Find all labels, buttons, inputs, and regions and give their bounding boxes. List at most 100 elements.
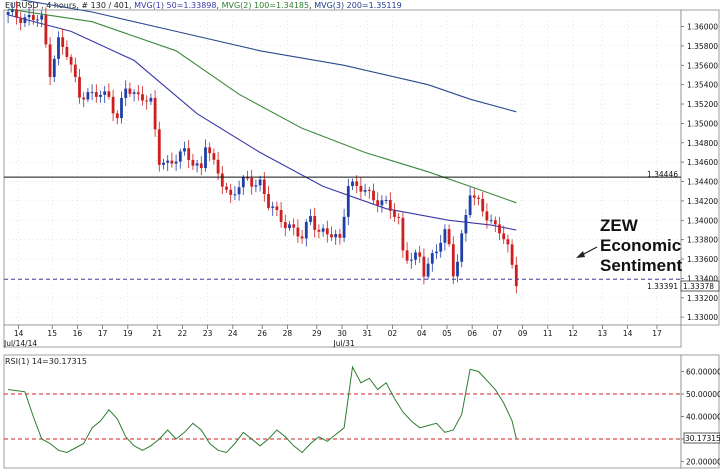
candle-body [468,195,472,215]
candle-body [493,220,497,225]
price-tick-label: 1.33600 [687,255,718,264]
candle-body [107,91,111,97]
arrow-head-icon [576,251,585,258]
candle-body [99,94,102,97]
candle-body [174,161,178,164]
candle-body [40,15,44,20]
candle-body [166,160,170,163]
candle-body [78,77,81,98]
candle-body [250,177,254,187]
candle-body [309,216,312,222]
candle-body [477,197,480,199]
candle-body [472,195,476,198]
rsi-line-group [8,365,517,454]
date-tick-label: 23 [203,329,213,338]
bid-tag: 1.33391 [647,282,678,291]
title-part-0: EURUSD , 4 hours, # 130 / 401, [5,1,134,10]
candle-body [19,17,23,24]
date-tick-label: 14 [14,329,24,338]
candle-body [94,92,98,97]
price-tick-label: 1.33000 [687,313,718,322]
candle-body [498,224,501,234]
candle-body [502,233,506,240]
candle-body [115,113,119,119]
candle-body [145,100,149,102]
ma-line-1 [7,14,517,231]
price-tick-label: 1.33400 [687,274,718,283]
candle-body [275,206,279,211]
date-tick-label: 26 [257,329,267,338]
price-tick-label: 1.35800 [687,42,718,51]
candle-body [52,58,56,77]
candle-body [510,244,514,265]
candle-body [57,37,60,59]
date-tick-label: 29 [312,329,322,338]
annotation-line-3: Sentiment [600,256,683,275]
candle-body [464,214,468,234]
candle-body [363,189,367,192]
candle-body [384,199,388,201]
candle-body [220,173,224,187]
date-tick-label: 24 [228,329,238,338]
date-axis-labels: 14 15 16 17 19 21 22 23 24 26 28 29 30 31 02 04 05 06 07 09… [3,325,662,348]
candle-body [405,250,409,261]
chart-title: EURUSD , 4 hours, # 130 / 401, MVG(1) 50… [5,1,402,10]
date-tick-label: 09 [518,329,528,338]
candle-body [283,222,287,229]
date-tick-label: 22 [178,329,188,338]
candle-body [313,216,317,230]
date-tick-label: 31 [362,329,372,338]
candle-body [195,163,199,166]
candle-body [73,64,77,78]
candle-body [241,177,245,188]
candle-body [355,181,359,186]
date-tick-label: 04 [417,329,427,338]
rsi-current-tag: 30.17315 [683,432,720,444]
date-tick-label: 17 [98,329,108,338]
candle-body [61,37,65,47]
rsi-axis [680,354,720,469]
candle-body [430,253,434,264]
candle-body [409,259,413,261]
candle-body [153,97,157,130]
candle-body [86,92,90,100]
candle-body [279,210,283,223]
candle-body [258,179,262,186]
rsi-panel [3,354,682,469]
candle-body [397,216,401,218]
horizontal-lines [4,176,681,280]
rsi-tick-label: 60.000000 [686,368,720,377]
candle-body [485,211,489,221]
candle-body [31,14,35,20]
candle-body [359,185,363,192]
zew-annotation: ZEW Economic Sentiment [576,216,683,275]
candle-body [149,97,153,102]
ma-line-3 [19,0,517,113]
candle-body [170,160,174,164]
candle-body [191,159,195,166]
date-tick-label: 06 [467,329,477,338]
price-tick-label: 1.34400 [687,178,718,187]
price-tick-label: 1.33800 [687,236,718,245]
candle-body [65,46,69,57]
candle-body [443,229,447,243]
date-tick-label: 16 [73,329,83,338]
candle-body [489,220,493,222]
date-tick-label: 07 [493,329,503,338]
candle-body [27,14,31,18]
candle-body [422,256,426,277]
candle-body [506,239,510,245]
price-tick-label: 1.36000 [687,23,718,32]
candle-body [351,181,354,187]
rsi-tick-label: 50.000000 [686,390,720,399]
candle-body [342,216,346,238]
date-sublabel: Jul/31 [333,339,355,348]
candle-body [15,9,18,18]
price-tick-label: 1.35200 [687,100,718,109]
candle-body [136,92,140,95]
candle-body [334,234,338,238]
candle-body [451,244,455,277]
candle-body [199,163,203,169]
price-tick-label: 1.34600 [687,158,718,167]
candle-body [237,187,241,195]
